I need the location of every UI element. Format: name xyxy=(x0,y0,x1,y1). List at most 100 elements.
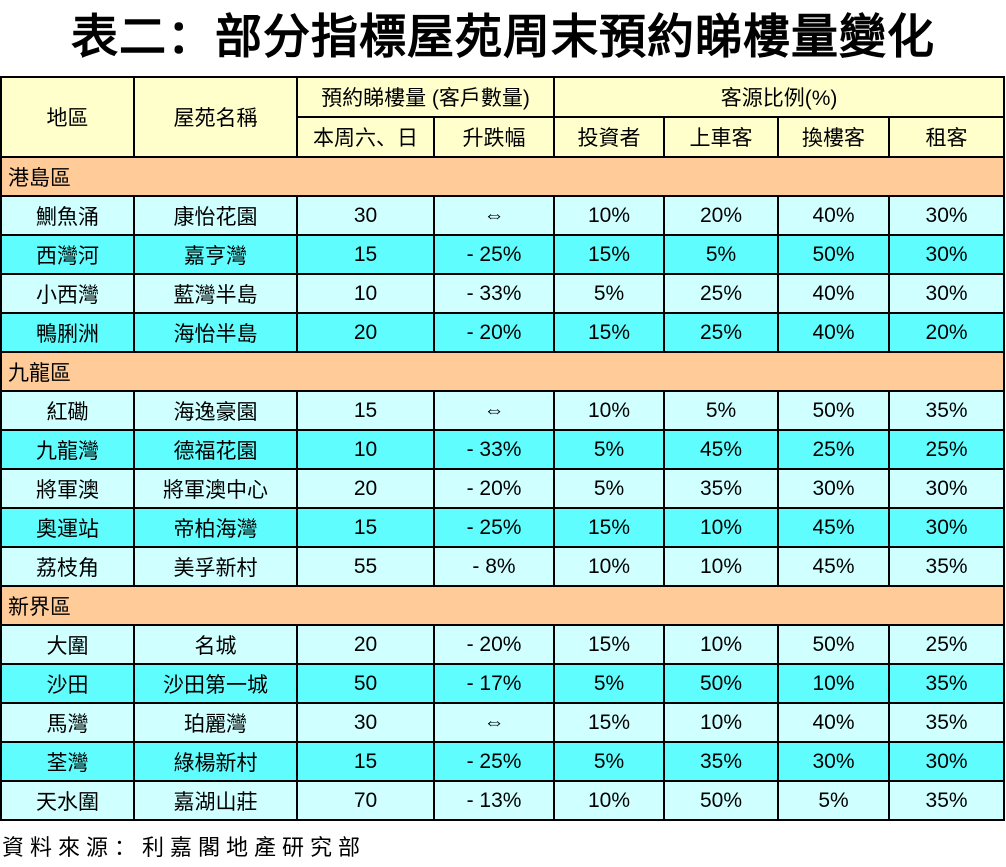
cell-first-time-buyer-pct: 25% xyxy=(663,312,780,353)
cell-estate-name: 嘉湖山莊 xyxy=(133,780,298,821)
cell-investor-pct: 10% xyxy=(553,390,666,431)
column-header-change: 升跌幅 xyxy=(432,116,556,158)
header-row-groups: 地區 屋苑名稱 預約睇樓量 (客戶數量) 客源比例(%) xyxy=(0,76,1006,158)
cell-bookings-count: 30 xyxy=(296,195,435,236)
table-row: 馬灣 珀麗灣 30 ⇔ 15% 10% 40% 35% xyxy=(0,702,1006,743)
cell-renter-pct: 35% xyxy=(888,702,1006,743)
cell-renter-pct: 30% xyxy=(888,741,1006,782)
cell-district: 沙田 xyxy=(0,663,135,704)
cell-renter-pct: 30% xyxy=(888,195,1006,236)
column-header-first-time-buyer: 上車客 xyxy=(663,116,780,158)
cell-bookings-count: 15 xyxy=(296,234,435,275)
cell-investor-pct: 10% xyxy=(553,195,666,236)
cell-estate-name: 珀麗灣 xyxy=(133,702,298,743)
cell-estate-name: 沙田第一城 xyxy=(133,663,298,704)
cell-first-time-buyer-pct: 5% xyxy=(663,390,780,431)
cell-renter-pct: 30% xyxy=(888,507,1006,548)
table-row: 紅磡 海逸豪園 15 ⇔ 10% 5% 50% 35% xyxy=(0,390,1006,431)
cell-change: - 8% xyxy=(432,546,556,587)
cell-investor-pct: 10% xyxy=(553,546,666,587)
table-row: 沙田 沙田第一城 50- 17% 5% 50% 10% 35% xyxy=(0,663,1006,704)
header-row-subcolumns: 本周六、日 升跌幅 投資者 上車客 換樓客 租客 xyxy=(1,116,1006,158)
cell-first-time-buyer-pct: 10% xyxy=(663,546,780,587)
section-row: 九龍區 xyxy=(0,351,1006,392)
cell-first-time-buyer-pct: 10% xyxy=(663,624,780,665)
cell-change: ⇔ xyxy=(432,702,556,743)
column-group-client-sources: 客源比例(%) xyxy=(553,76,1006,118)
cell-estate-name: 帝柏海灣 xyxy=(133,507,298,548)
cell-change: - 33% xyxy=(432,273,556,314)
cell-change: - 33% xyxy=(432,429,556,470)
cell-bookings-count: 55 xyxy=(296,546,435,587)
cell-first-time-buyer-pct: 10% xyxy=(663,507,780,548)
cell-renter-pct: 30% xyxy=(888,234,1006,275)
cell-renter-pct: 35% xyxy=(888,546,1006,587)
cell-estate-name: 將軍澳中心 xyxy=(133,468,298,509)
cell-first-time-buyer-pct: 35% xyxy=(663,741,780,782)
cell-first-time-buyer-pct: 20% xyxy=(663,195,780,236)
column-header-estate-name: 屋苑名稱 xyxy=(133,76,298,158)
column-header-upgrader: 換樓客 xyxy=(777,116,891,158)
cell-investor-pct: 5% xyxy=(553,663,666,704)
cell-estate-name: 嘉亨灣 xyxy=(133,234,298,275)
cell-renter-pct: 20% xyxy=(888,312,1006,353)
table-body: 港島區 鰂魚涌 康怡花園 30 ⇔ 10% 20% 40% 30% 西灣河 嘉亨灣 15- 25% 15… xyxy=(0,156,1006,821)
cell-district: 西灣河 xyxy=(0,234,135,275)
table-row: 奧運站 帝柏海灣 15- 25% 15% 10% 45% 30% xyxy=(0,507,1006,548)
section-row: 港島區 xyxy=(0,156,1006,197)
cell-district: 馬灣 xyxy=(0,702,135,743)
cell-upgrader-pct: 30% xyxy=(777,741,891,782)
cell-renter-pct: 30% xyxy=(888,468,1006,509)
cell-change: - 20% xyxy=(432,624,556,665)
column-group-bookings: 預約睇樓量 (客戶數量) xyxy=(295,76,556,118)
cell-estate-name: 藍灣半島 xyxy=(133,273,298,314)
cell-district: 荃灣 xyxy=(0,741,135,782)
cell-first-time-buyer-pct: 35% xyxy=(663,468,780,509)
cell-first-time-buyer-pct: 50% xyxy=(663,663,780,704)
cell-bookings-count: 10 xyxy=(296,273,435,314)
cell-renter-pct: 35% xyxy=(888,390,1006,431)
cell-change: ⇔ xyxy=(432,390,556,431)
cell-investor-pct: 15% xyxy=(553,234,666,275)
cell-upgrader-pct: 25% xyxy=(777,429,891,470)
cell-district: 天水圍 xyxy=(0,780,135,821)
section-row: 新界區 xyxy=(0,585,1006,626)
cell-investor-pct: 5% xyxy=(553,741,666,782)
table-row: 將軍澳 將軍澳中心 20- 20% 5% 35% 30% 30% xyxy=(0,468,1006,509)
cell-investor-pct: 15% xyxy=(553,507,666,548)
cell-upgrader-pct: 40% xyxy=(777,312,891,353)
cell-renter-pct: 25% xyxy=(888,624,1006,665)
cell-bookings-count: 20 xyxy=(296,312,435,353)
cell-change: - 13% xyxy=(432,780,556,821)
cell-district: 鴨脷洲 xyxy=(0,312,135,353)
cell-renter-pct: 25% xyxy=(888,429,1006,470)
cell-first-time-buyer-pct: 5% xyxy=(663,234,780,275)
cell-investor-pct: 5% xyxy=(553,429,666,470)
section-header: 港島區 xyxy=(0,156,1006,197)
cell-estate-name: 德福花園 xyxy=(133,429,298,470)
cell-estate-name: 綠楊新村 xyxy=(133,741,298,782)
cell-upgrader-pct: 10% xyxy=(777,663,891,704)
cell-change: - 25% xyxy=(432,741,556,782)
cell-upgrader-pct: 5% xyxy=(777,780,891,821)
cell-district: 大圍 xyxy=(0,624,135,665)
cell-change: - 25% xyxy=(432,507,556,548)
table-row: 小西灣 藍灣半島 10- 33% 5% 25% 40% 30% xyxy=(0,273,1006,314)
table-row: 西灣河 嘉亨灣 15- 25% 15% 5% 50% 30% xyxy=(0,234,1006,275)
cell-district: 小西灣 xyxy=(0,273,135,314)
cell-change: - 20% xyxy=(432,468,556,509)
cell-district: 荔枝角 xyxy=(0,546,135,587)
cell-renter-pct: 35% xyxy=(888,663,1006,704)
cell-upgrader-pct: 30% xyxy=(777,468,891,509)
cell-bookings-count: 10 xyxy=(296,429,435,470)
cell-upgrader-pct: 50% xyxy=(777,234,891,275)
cell-investor-pct: 5% xyxy=(553,468,666,509)
cell-upgrader-pct: 40% xyxy=(777,273,891,314)
cell-estate-name: 海逸豪園 xyxy=(133,390,298,431)
cell-change: - 25% xyxy=(432,234,556,275)
cell-estate-name: 康怡花園 xyxy=(133,195,298,236)
cell-change: ⇔ xyxy=(432,195,556,236)
cell-investor-pct: 10% xyxy=(553,780,666,821)
cell-bookings-count: 20 xyxy=(296,624,435,665)
cell-district: 鰂魚涌 xyxy=(0,195,135,236)
